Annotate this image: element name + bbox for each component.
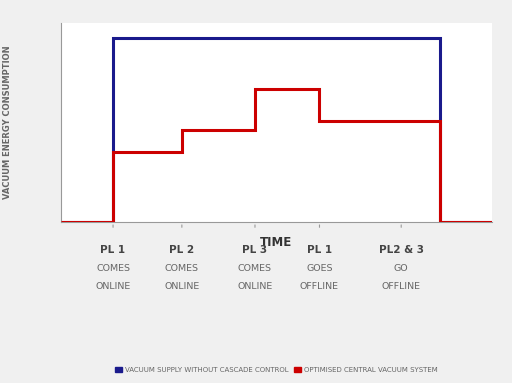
Text: PL2 & 3: PL2 & 3 [379, 245, 424, 255]
Text: COMES: COMES [165, 264, 199, 273]
Text: COMES: COMES [96, 264, 130, 273]
Text: ONLINE: ONLINE [164, 282, 200, 290]
Text: ONLINE: ONLINE [95, 282, 131, 290]
Text: PL 2: PL 2 [169, 245, 195, 255]
Text: VACUUM ENERGY CONSUMPTION: VACUUM ENERGY CONSUMPTION [3, 46, 12, 200]
Text: OFFLINE: OFFLINE [382, 282, 421, 290]
Text: COMES: COMES [238, 264, 272, 273]
Legend: VACUUM SUPPLY WITHOUT CASCADE CONTROL, OPTIMISED CENTRAL VACUUM SYSTEM: VACUUM SUPPLY WITHOUT CASCADE CONTROL, O… [113, 364, 440, 376]
Text: PL 1: PL 1 [307, 245, 332, 255]
Text: ONLINE: ONLINE [238, 282, 272, 290]
Text: PL 1: PL 1 [100, 245, 125, 255]
Text: TIME: TIME [261, 236, 292, 249]
Text: OFFLINE: OFFLINE [300, 282, 339, 290]
Text: GOES: GOES [306, 264, 333, 273]
Text: PL 3: PL 3 [242, 245, 268, 255]
Text: GO: GO [394, 264, 409, 273]
